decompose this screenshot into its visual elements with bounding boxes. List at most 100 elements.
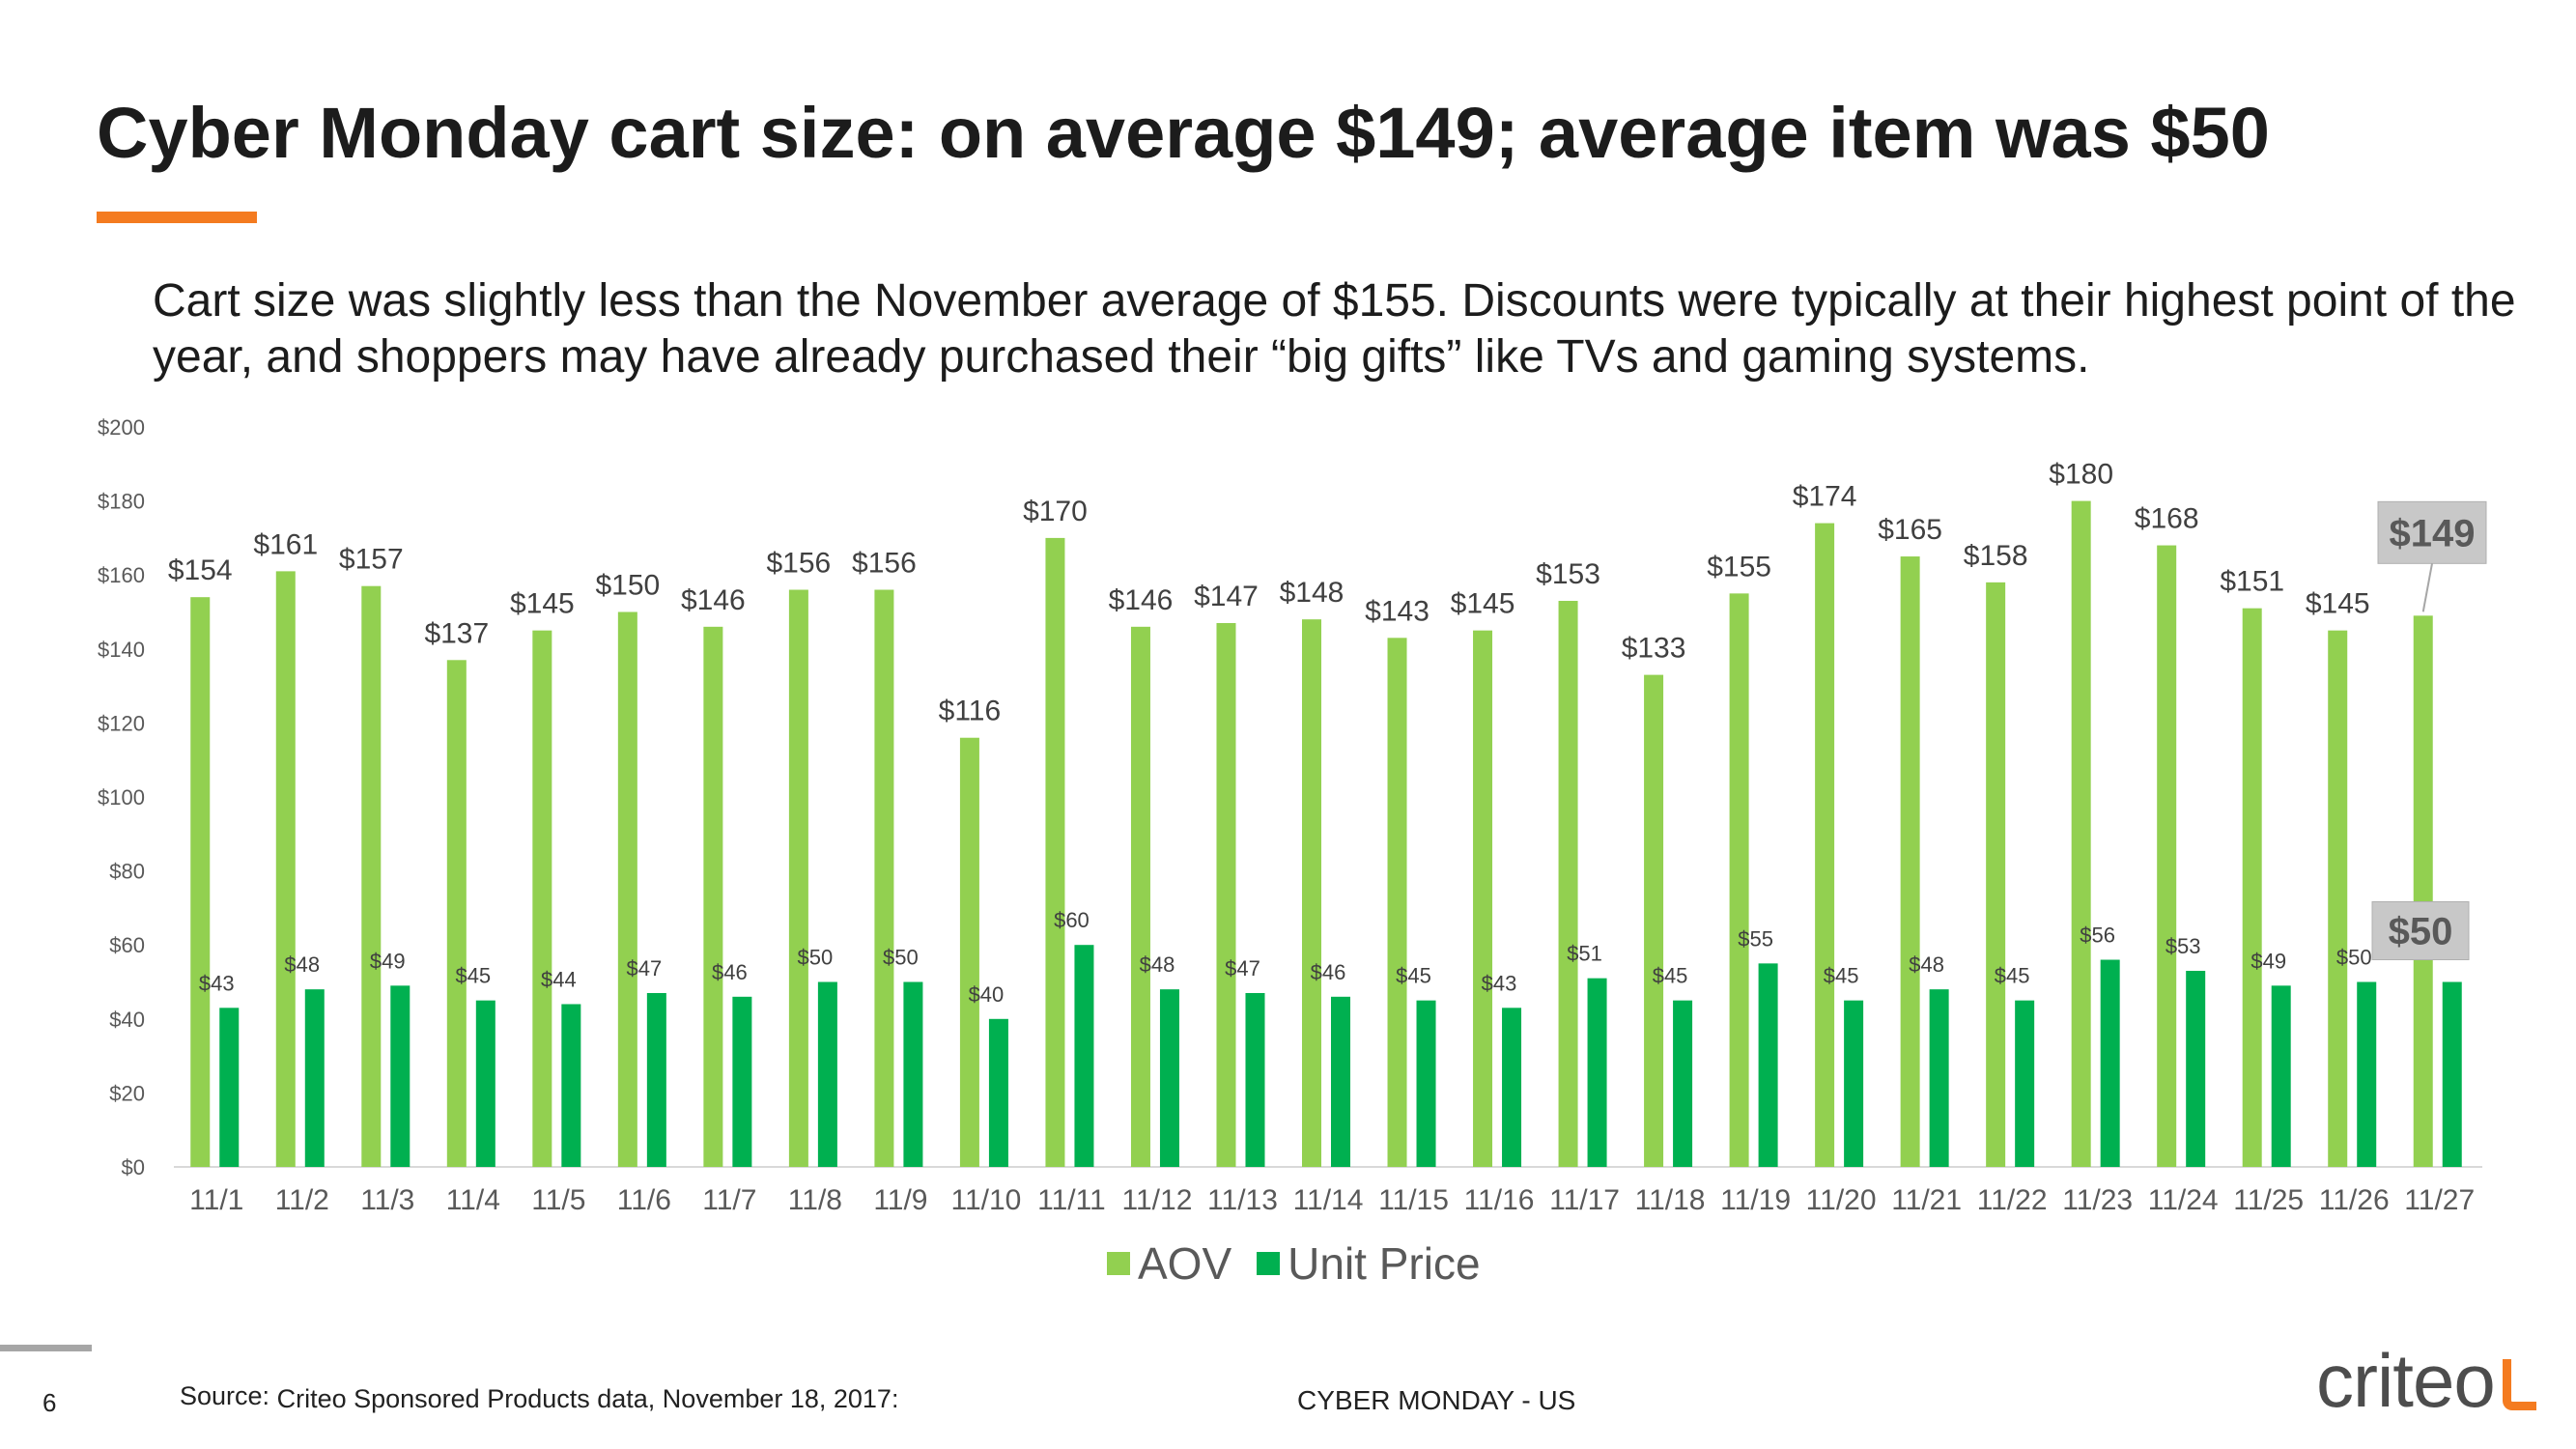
aov-data-label: $145 [1451,588,1515,620]
unit-price-bar-11-15 [1416,1000,1436,1167]
x-tick-label: 11/11 [1037,1184,1106,1216]
unit-price-bar-11-10 [988,1018,1008,1167]
aov-data-label: $158 [1964,540,2028,572]
aov-data-label: $156 [852,548,917,580]
unit-price-bar-11-8 [817,981,837,1167]
aov-bar-11-25 [2242,608,2262,1167]
aov-callout-leader [2421,563,2433,612]
unit-price-bar-11-17 [1587,978,1607,1167]
x-tick-label: 11/25 [2233,1184,2304,1216]
source-text: Criteo Sponsored Products data, November… [276,1384,899,1413]
aov-data-label: $133 [1622,633,1686,665]
aov-data-label: $153 [1536,558,1600,590]
aov-data-label: $174 [1793,481,1857,513]
unit-price-data-label: $49 [370,949,406,973]
unit-price-bar-11-19 [1758,963,1778,1167]
aov-bar-11-16 [1473,630,1493,1167]
aov-bar-11-1 [190,597,211,1167]
unit-price-bar-11-6 [646,992,666,1167]
unit-price-bar-11-12 [1159,989,1179,1167]
aov-data-label: $146 [681,584,746,616]
aov-data-label: $137 [424,617,489,649]
y-tick-label: $180 [98,490,145,514]
aov-bar-11-15 [1387,638,1407,1167]
x-tick-label: 11/12 [1122,1184,1193,1216]
aov-data-label: $165 [1878,514,1942,546]
aov-bar-11-13 [1216,622,1236,1167]
source-label: Source: [180,1381,270,1410]
unit-price-bar-11-3 [390,985,410,1167]
legend-label-aov: AOV [1138,1238,1232,1289]
legend-swatch-aov [1107,1252,1130,1275]
y-tick-label: $0 [122,1155,145,1179]
x-tick-label: 11/10 [950,1184,1021,1216]
unit-price-data-label: $46 [1311,960,1346,984]
aov-bar-11-7 [703,626,723,1167]
aov-bar-11-20 [1815,523,1835,1167]
aov-callout-box [2377,500,2487,564]
aov-callout-label: $149 [2390,512,2476,554]
unit-price-data-label: $43 [1482,971,1517,995]
x-tick-label: 11/26 [2319,1184,2390,1216]
aov-data-label: $147 [1194,581,1259,612]
aov-data-label: $180 [2049,459,2113,491]
aov-data-label: $161 [253,528,318,560]
y-tick-label: $140 [98,638,145,662]
x-tick-label: 11/27 [2404,1184,2475,1216]
x-tick-label: 11/24 [2148,1184,2219,1216]
unit-price-data-label: $48 [284,952,320,977]
aov-data-label: $157 [339,544,404,576]
unit-price-data-label: $45 [1824,964,1859,988]
unit-price-data-label: $47 [626,956,662,980]
x-tick-label: 11/5 [531,1184,585,1216]
y-tick-label: $160 [98,563,145,587]
unit-price-data-label: $50 [883,946,919,970]
x-tick-label: 11/22 [1977,1184,2048,1216]
x-tick-label: 11/15 [1378,1184,1449,1216]
aov-data-label: $154 [168,554,233,586]
logo-text: criteo [2316,1338,2496,1423]
x-tick-label: 11/21 [1891,1184,1962,1216]
unit-price-data-label: $49 [2250,949,2286,973]
unit-price-data-label: $51 [1567,942,1602,966]
aov-data-label: $170 [1023,496,1088,527]
unit-price-data-label: $43 [199,971,235,995]
unit-price-bar-11-1 [219,1008,240,1167]
unit-price-bar-11-24 [2186,971,2206,1167]
unit-price-data-label: $55 [1738,926,1773,951]
unit-price-callout-box [2371,901,2470,960]
legend-label-unit-price: Unit Price [1288,1238,1481,1289]
title-accent-bar [97,212,257,223]
unit-price-bar-11-16 [1502,1008,1522,1167]
unit-price-bar-11-20 [1844,1000,1864,1167]
unit-price-data-label: $47 [1225,956,1260,980]
unit-price-bar-11-27 [2442,981,2462,1167]
x-tick-label: 11/13 [1207,1184,1278,1216]
unit-price-data-label: $50 [798,946,834,970]
aov-data-label: $116 [939,696,1002,727]
footer-center-text: CYBER MONDAY - US [1297,1385,1576,1415]
x-tick-label: 11/7 [702,1184,756,1216]
logo-mark-icon [2502,1359,2536,1410]
footer-divider [0,1345,92,1351]
aov-bar-11-8 [788,589,808,1167]
y-tick-label: $80 [109,860,145,884]
aov-bar-11-2 [275,571,296,1167]
unit-price-bar-11-22 [2015,1000,2035,1167]
x-tick-label: 11/16 [1464,1184,1535,1216]
unit-price-bar-11-5 [561,1004,581,1167]
aov-data-label: $155 [1707,551,1771,582]
unit-price-bar-11-7 [732,996,752,1167]
unit-price-data-label: $40 [969,982,1005,1007]
unit-price-data-label: $56 [2080,923,2115,948]
slide-subtitle: Cart size was slightly less than the Nov… [153,275,2516,383]
unit-price-bar-11-14 [1331,996,1350,1167]
aov-bar-11-21 [1900,556,1920,1167]
aov-bar-11-10 [959,737,979,1167]
y-tick-label: $20 [109,1081,145,1105]
aov-data-label: $145 [2306,588,2370,620]
unit-price-data-label: $45 [1396,964,1431,988]
aov-bar-11-22 [1986,582,2006,1167]
criteo-logo: criteo [2316,1337,2536,1425]
unit-price-bar-11-4 [475,1000,495,1167]
